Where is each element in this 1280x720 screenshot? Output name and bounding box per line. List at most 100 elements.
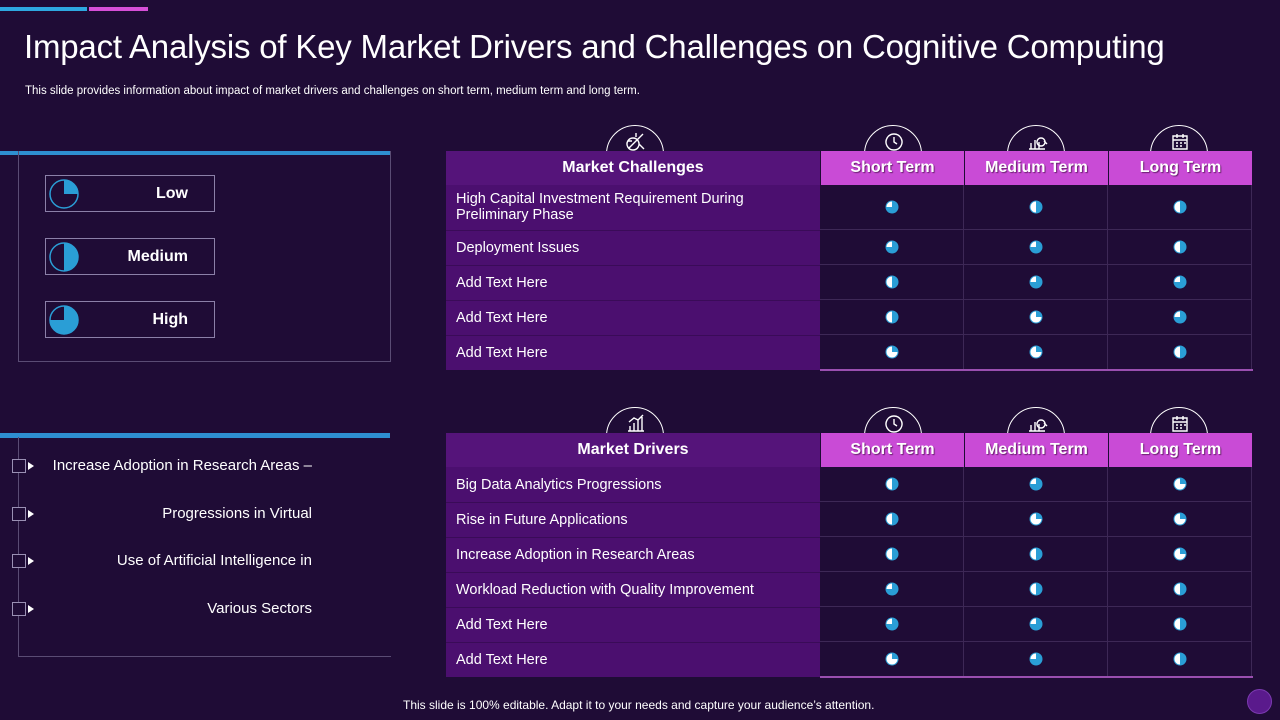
legend-item-medium: Medium <box>45 238 215 275</box>
header-icon-badge <box>1007 125 1065 155</box>
row-separator <box>446 537 820 538</box>
row-separator <box>446 230 820 231</box>
table-row-label: Increase Adoption in Research Areas <box>446 537 820 572</box>
harvey-ball-high-icon <box>49 305 79 335</box>
header-icon-badge <box>864 125 922 155</box>
bullet-text: Progressions in Virtual <box>162 505 312 522</box>
table-cell <box>964 300 1108 335</box>
harvey-ball-high-icon <box>885 240 898 254</box>
harvey-ball-medium-icon <box>1029 582 1042 596</box>
harvey-ball-high-icon <box>885 617 898 631</box>
header-icon-badge <box>606 125 664 155</box>
bullet-arrow-icon <box>28 605 34 613</box>
header-icon-badge <box>1150 125 1208 155</box>
table-row-label: Add Text Here <box>446 300 820 335</box>
harvey-ball-low-icon <box>1029 512 1042 526</box>
target-analysis-icon <box>626 133 645 151</box>
table-row-label: Workload Reduction with Quality Improvem… <box>446 572 820 607</box>
legend-panel <box>18 151 391 362</box>
table-cell <box>1108 230 1252 265</box>
table-header-label: Market Challenges <box>446 151 820 185</box>
table-header-medium-term: Medium Term <box>965 151 1108 185</box>
table-cell <box>964 642 1108 677</box>
table-header-label: Market Drivers <box>446 433 820 467</box>
harvey-ball-high-icon <box>1029 477 1042 491</box>
bullet-marker <box>12 459 26 473</box>
table-cell <box>964 185 1108 230</box>
harvey-ball-high-icon <box>1029 275 1042 289</box>
table-cell <box>1108 607 1252 642</box>
business-growth-icon <box>1029 137 1048 150</box>
table-row-label: Add Text Here <box>446 265 820 300</box>
bullet-marker <box>12 507 26 521</box>
row-separator <box>446 300 820 301</box>
harvey-ball-medium-icon <box>1173 617 1186 631</box>
harvey-ball-medium-icon <box>885 275 898 289</box>
table-cell <box>1108 335 1252 370</box>
table-row-label: Add Text Here <box>446 335 820 370</box>
accent-bar-blue <box>0 7 87 11</box>
harvey-ball-high-icon <box>1029 652 1042 666</box>
table-cell <box>820 335 964 370</box>
table-row-label: Rise in Future Applications <box>446 502 820 537</box>
table-cell <box>820 642 964 677</box>
harvey-ball-medium-icon <box>885 477 898 491</box>
table-cell <box>820 502 964 537</box>
table-cell <box>820 265 964 300</box>
harvey-ball-medium-icon <box>1029 200 1042 214</box>
harvey-ball-medium-icon <box>1173 582 1186 596</box>
bullet-panel <box>18 437 391 657</box>
bullet-text: Use of Artificial Intelligence in <box>116 552 312 569</box>
table-cell <box>820 467 964 502</box>
harvey-ball-high-icon <box>1173 275 1186 289</box>
header-icon-badge <box>864 407 922 437</box>
bullet-text: Various Sectors <box>207 600 312 617</box>
harvey-ball-high-icon <box>1173 310 1186 324</box>
table-cell <box>820 572 964 607</box>
table-row-label: Deployment Issues <box>446 230 820 265</box>
harvey-ball-medium-icon <box>1173 345 1186 359</box>
table-cell <box>1108 537 1252 572</box>
table-cell <box>964 335 1108 370</box>
business-growth-icon <box>1029 419 1048 432</box>
harvey-ball-low-icon <box>1029 345 1042 359</box>
table-cell <box>964 502 1108 537</box>
row-separator <box>446 265 820 266</box>
table-cell <box>820 230 964 265</box>
table-cell <box>1108 467 1252 502</box>
legend-label: Low <box>156 185 188 202</box>
harvey-ball-low-icon <box>1029 310 1042 324</box>
harvey-ball-high-icon <box>1029 617 1042 631</box>
harvey-ball-medium-icon <box>1173 652 1186 666</box>
corner-dot <box>1247 689 1272 714</box>
table-cell <box>964 467 1108 502</box>
calendar-icon <box>1172 416 1188 432</box>
table-row-label: Add Text Here <box>446 642 820 677</box>
row-separator <box>446 607 820 608</box>
harvey-ball-medium-icon <box>885 512 898 526</box>
table-header-long-term: Long Term <box>1109 151 1252 185</box>
harvey-ball-low-icon <box>1173 477 1186 491</box>
table-bottom-line <box>820 369 1253 371</box>
row-separator <box>446 572 820 573</box>
table-cell <box>964 607 1108 642</box>
bar-chart-icon <box>628 414 644 432</box>
harvey-ball-medium-icon <box>885 310 898 324</box>
legend-item-low: Low <box>45 175 215 212</box>
table-row-label: High Capital Investment Requirement Duri… <box>446 185 820 230</box>
clock-icon <box>885 415 903 433</box>
page-title: Impact Analysis of Key Market Drivers an… <box>24 28 1165 65</box>
table-cell <box>964 230 1108 265</box>
row-separator <box>446 642 820 643</box>
legend-item-high: High <box>45 301 215 338</box>
table-header-short-term: Short Term <box>821 433 964 467</box>
harvey-ball-medium-icon <box>1173 240 1186 254</box>
accent-bar-pink <box>89 7 148 11</box>
table-row-label: Big Data Analytics Progressions <box>446 467 820 502</box>
calendar-icon <box>1172 134 1188 150</box>
legend-label: High <box>152 311 188 328</box>
bullet-arrow-icon <box>28 557 34 565</box>
harvey-ball-high-icon <box>1029 240 1042 254</box>
table-cell <box>1108 502 1252 537</box>
bullet-arrow-icon <box>28 462 34 470</box>
